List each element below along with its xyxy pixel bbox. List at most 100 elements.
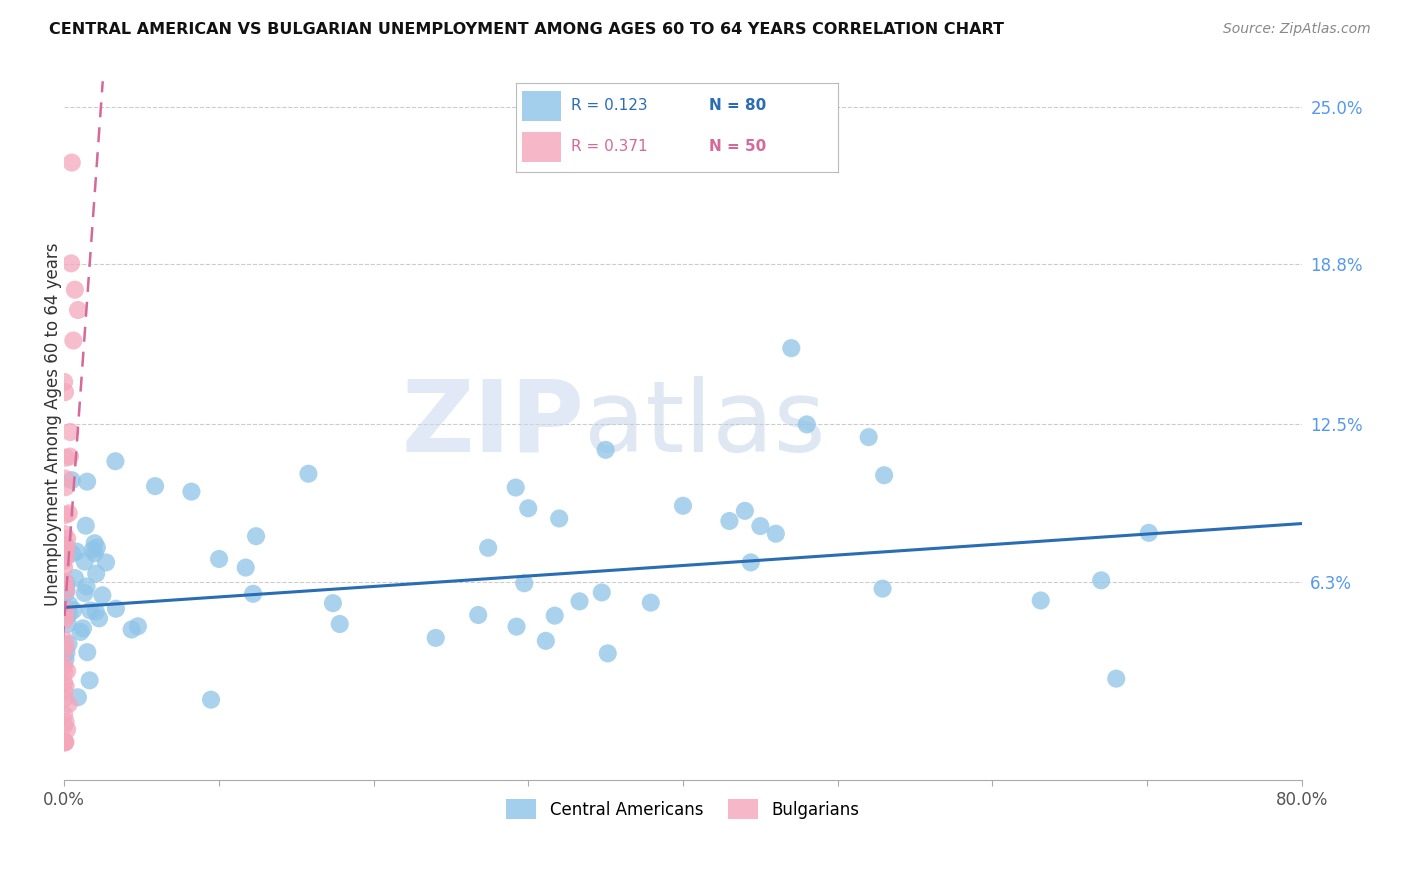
Central Americans [517,501,540,516]
Central Americans [873,468,896,483]
Bulgarians [58,697,80,711]
Central Americans [75,518,97,533]
Central Americans [55,576,77,591]
Central Americans [591,585,613,599]
Bulgarians [56,532,79,546]
Bulgarians [59,425,82,439]
Central Americans [84,605,107,619]
Central Americans [477,541,499,555]
Bulgarians [53,471,76,485]
Central Americans [749,519,772,533]
Bulgarians [53,561,76,575]
Central Americans [765,526,787,541]
Central Americans [55,652,77,666]
Bulgarians [55,480,77,494]
Bulgarians [53,542,76,557]
Central Americans [58,637,80,651]
Central Americans [55,646,77,660]
Central Americans [60,473,83,487]
Bulgarians [53,554,76,568]
Bulgarians [53,735,76,749]
Bulgarians [55,450,77,465]
Bulgarians [53,735,76,749]
Bulgarians [63,283,86,297]
Central Americans [60,547,83,561]
Central Americans [1137,525,1160,540]
Text: Source: ZipAtlas.com: Source: ZipAtlas.com [1223,22,1371,37]
Central Americans [65,544,87,558]
Central Americans [596,646,619,660]
Bulgarians [55,714,77,729]
Central Americans [568,594,591,608]
Bulgarians [55,583,77,598]
Bulgarians [55,639,77,653]
Central Americans [242,587,264,601]
Bulgarians [55,541,77,556]
Bulgarians [53,609,76,624]
Bulgarians [53,735,76,749]
Central Americans [1090,574,1112,588]
Central Americans [104,601,127,615]
Text: CENTRAL AMERICAN VS BULGARIAN UNEMPLOYMENT AMONG AGES 60 TO 64 YEARS CORRELATION: CENTRAL AMERICAN VS BULGARIAN UNEMPLOYME… [49,22,1004,37]
Central Americans [69,624,91,639]
Central Americans [534,633,557,648]
Central Americans [235,560,257,574]
Legend: Central Americans, Bulgarians: Central Americans, Bulgarians [499,793,866,825]
Central Americans [1105,672,1128,686]
Central Americans [76,579,98,593]
Bulgarians [55,541,77,555]
Central Americans [72,621,94,635]
Central Americans [513,576,536,591]
Bulgarians [53,632,76,647]
Central Americans [322,596,344,610]
Central Americans [245,529,267,543]
Central Americans [297,467,319,481]
Central Americans [55,586,77,600]
Central Americans [53,600,76,615]
Bulgarians [53,665,76,680]
Central Americans [104,454,127,468]
Bulgarians [60,155,83,169]
Central Americans [73,555,96,569]
Central Americans [505,619,527,633]
Central Americans [56,617,79,632]
Central Americans [66,690,89,705]
Central Americans [740,556,762,570]
Bulgarians [53,707,76,722]
Central Americans [83,546,105,560]
Central Americans [200,692,222,706]
Central Americans [58,607,80,621]
Central Americans [143,479,166,493]
Bulgarians [53,685,76,699]
Central Americans [858,430,880,444]
Bulgarians [55,603,77,617]
Bulgarians [53,575,76,590]
Central Americans [62,603,84,617]
Bulgarians [55,549,77,564]
Central Americans [55,538,77,552]
Central Americans [329,617,352,632]
Central Americans [208,552,231,566]
Bulgarians [53,385,76,400]
Central Americans [94,556,117,570]
Central Americans [595,442,617,457]
Central Americans [58,598,80,612]
Text: atlas: atlas [583,376,825,473]
Central Americans [796,417,818,432]
Bulgarians [53,718,76,732]
Bulgarians [56,664,79,678]
Central Americans [467,607,489,622]
Bulgarians [53,375,76,389]
Central Americans [55,582,77,597]
Central Americans [872,582,894,596]
Central Americans [73,586,96,600]
Bulgarians [53,691,76,706]
Central Americans [91,588,114,602]
Central Americans [76,645,98,659]
Central Americans [76,475,98,489]
Bulgarians [53,676,76,690]
Central Americans [672,499,695,513]
Bulgarians [53,735,76,749]
Central Americans [121,623,143,637]
Bulgarians [53,527,76,541]
